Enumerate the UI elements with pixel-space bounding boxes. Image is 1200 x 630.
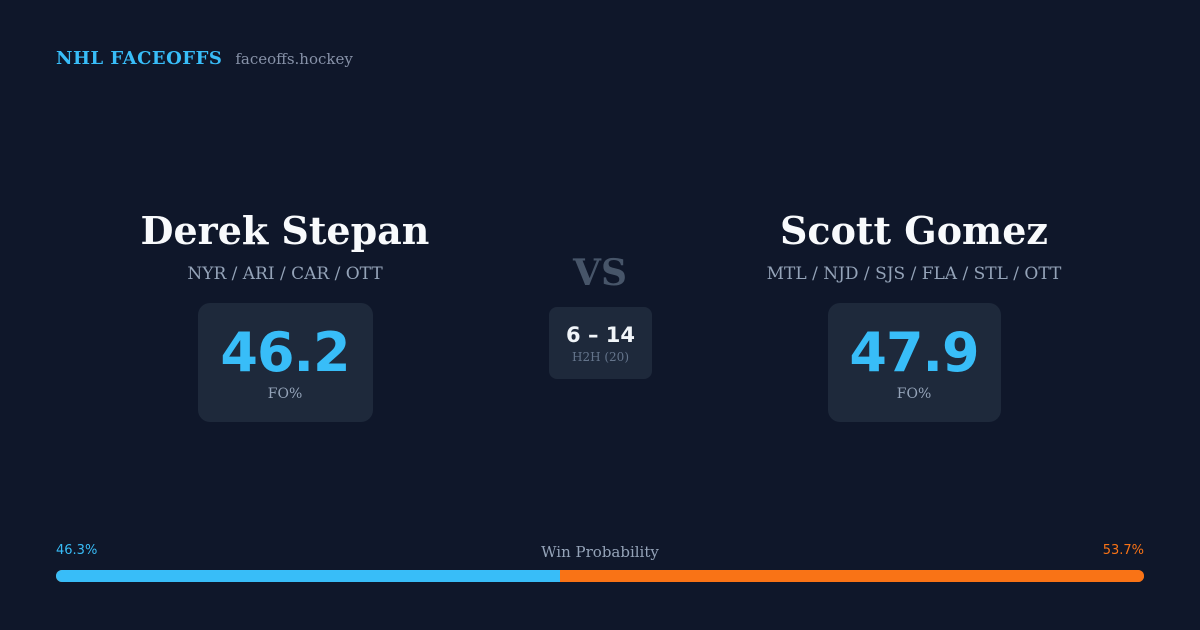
player-right-faceoff-value: 47.9 (849, 320, 979, 384)
brand-domain[interactable]: faceoffs.hockey (235, 50, 353, 68)
player-right-name: Scott Gomez (779, 208, 1049, 253)
brand-name[interactable]: NHL FACEOFFS (56, 48, 223, 69)
win-probability-bar (56, 570, 1144, 582)
player-left-teams: NYR / ARI / CAR / OTT (187, 264, 383, 284)
player-right-panel: Scott Gomez MTL / NJD / SJS / FLA / STL … (714, 205, 1114, 422)
head-to-head-label: H2H (20) (571, 350, 629, 364)
player-left-panel: Derek Stepan NYR / ARI / CAR / OTT 46.2 … (85, 205, 485, 422)
player-left-faceoff-card: 46.2 FO% (197, 303, 373, 422)
win-probability-title: Win Probability (541, 543, 659, 561)
win-probability-left-value: 46.3% (56, 543, 98, 558)
brand-header: NHL FACEOFFS faceoffs.hockey (56, 48, 353, 69)
head-to-head-card: 6 – 14 H2H (20) (549, 307, 652, 379)
player-left-faceoff-value: 46.2 (220, 320, 350, 384)
win-probability-labels: 46.3% Win Probability 53.7% (56, 543, 1144, 563)
player-right-teams: MTL / NJD / SJS / FLA / STL / OTT (766, 264, 1062, 284)
win-probability-right-value: 53.7% (1102, 543, 1144, 558)
win-probability-right-fill (559, 570, 1144, 582)
win-probability-left-fill (56, 570, 560, 582)
head-to-head-score: 6 – 14 (566, 323, 635, 347)
player-left-name: Derek Stepan (140, 208, 430, 253)
player-right-faceoff-card: 47.9 FO% (827, 303, 1001, 422)
versus-label: VS (573, 252, 627, 294)
player-left-faceoff-label: FO% (267, 385, 303, 402)
player-right-faceoff-label: FO% (896, 385, 932, 402)
